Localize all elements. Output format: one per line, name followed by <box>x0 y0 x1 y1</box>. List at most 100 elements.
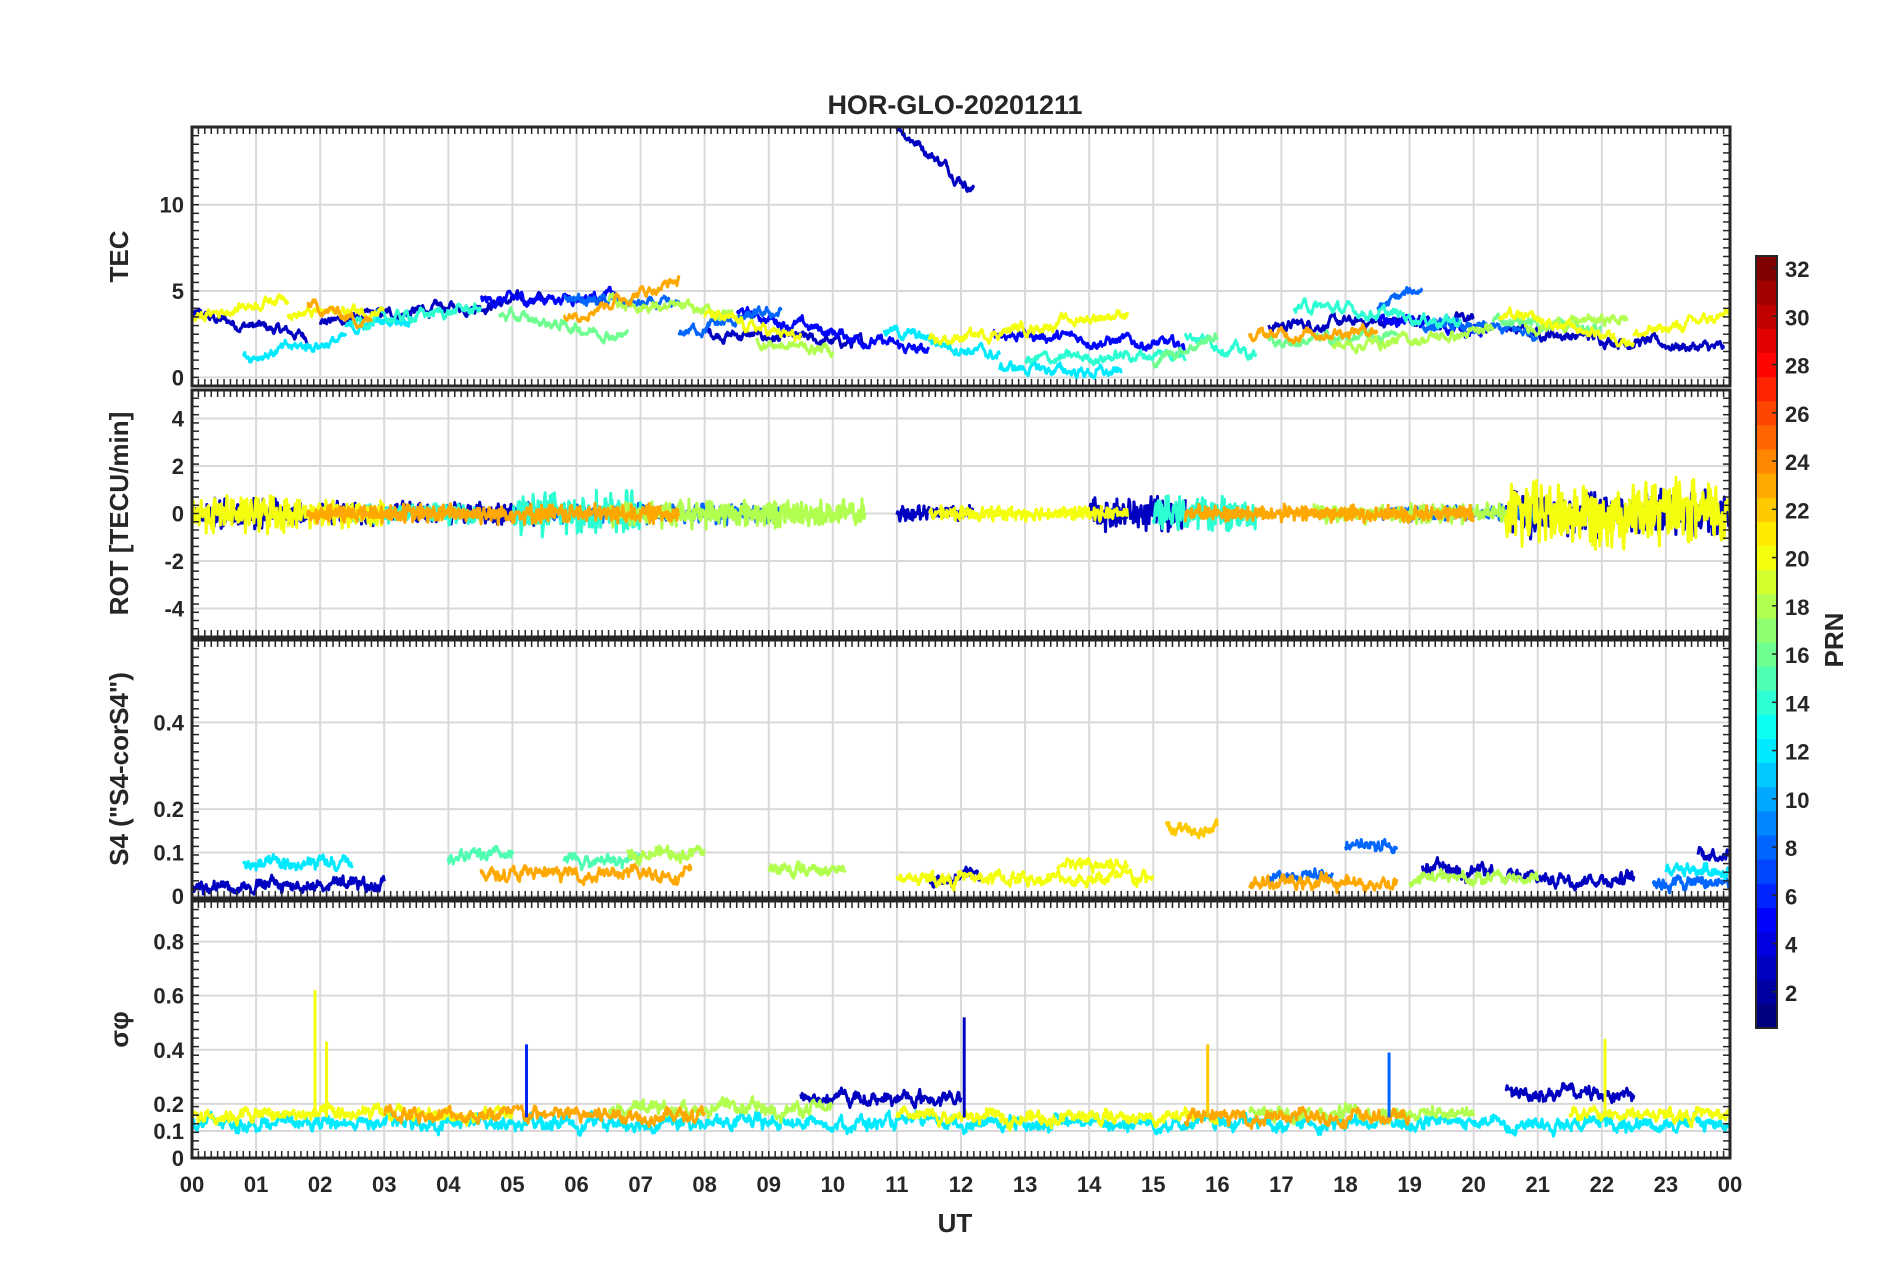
x-tick-label: 17 <box>1269 1172 1293 1197</box>
series-line-prn-20 <box>1632 308 1730 338</box>
x-tick-label: 10 <box>821 1172 845 1197</box>
series-line-prn-20 <box>192 494 290 536</box>
colorbar-tick-label: 10 <box>1785 788 1809 813</box>
series-line-prn-18 <box>767 860 847 880</box>
colorbar-tick-label: 4 <box>1785 933 1798 958</box>
y-tick-label: 0 <box>172 365 184 390</box>
colorbar-swatch <box>1756 786 1777 812</box>
series-line-prn-20 <box>1497 306 1636 348</box>
x-tick-label: 12 <box>949 1172 973 1197</box>
y-tick-label: 0.2 <box>153 797 184 822</box>
x-tick-label: 11 <box>885 1172 908 1197</box>
x-tick-label: 05 <box>500 1172 524 1197</box>
x-tick-label: 06 <box>564 1172 588 1197</box>
y-tick-label: 0 <box>172 502 184 527</box>
series-line-prn-3 <box>318 289 546 326</box>
colorbar-swatch <box>1756 497 1777 522</box>
series-line-prn-3 <box>1420 856 1495 885</box>
colorbar-swatch <box>1756 521 1777 546</box>
y-tick-label: -4 <box>164 597 184 622</box>
x-tick-label: 15 <box>1141 1172 1165 1197</box>
x-tick-label: 08 <box>692 1172 716 1197</box>
colorbar-swatch <box>1756 545 1777 571</box>
x-tick-label: 13 <box>1013 1172 1037 1197</box>
x-tick-label: 16 <box>1205 1172 1229 1197</box>
series-line-prn-23 <box>1183 1105 1411 1130</box>
x-tick-label: 14 <box>1077 1172 1102 1197</box>
y-tick-label: 0 <box>172 1146 184 1171</box>
x-tick-label: 20 <box>1461 1172 1485 1197</box>
series-line-prn-12 <box>241 331 348 364</box>
series-line-prn-3 <box>895 127 976 193</box>
series-line-prn-14 <box>1292 297 1462 330</box>
chart-title: HOR-GLO-20201211 <box>827 90 1082 120</box>
colorbar-tick-label: 30 <box>1785 305 1809 330</box>
series-line-prn-18 <box>1408 867 1540 888</box>
colorbar-tick-label: 2 <box>1785 981 1797 1006</box>
x-tick-label: 22 <box>1590 1172 1614 1197</box>
colorbar-tick-label: 6 <box>1785 884 1797 909</box>
series-line-prn-23 <box>562 274 681 323</box>
colorbar-tick-label: 14 <box>1785 691 1810 716</box>
series-line-prn-12 <box>344 315 418 335</box>
colorbar-swatch <box>1756 593 1777 619</box>
series-line-prn-20 <box>927 309 1130 346</box>
series-line-prn-20 <box>895 1105 1219 1132</box>
x-tick-label: 21 <box>1526 1172 1550 1197</box>
series-line-prn-12 <box>882 324 1001 361</box>
x-tick-label: 02 <box>308 1172 332 1197</box>
series-line-prn-20 <box>703 308 803 342</box>
y-tick-label: 0.4 <box>153 710 184 735</box>
colorbar-tick-label: 20 <box>1785 547 1809 572</box>
colorbar-frame <box>1755 255 1778 1029</box>
series-line-prn-23 <box>383 1103 707 1129</box>
colorbar-tick-label: 12 <box>1785 740 1809 765</box>
panel-s4: 0 0.1 0.2 0.4 S4 ("S4-corS4") <box>104 638 1732 909</box>
y-axis-label: TEC <box>104 230 134 282</box>
panel-tec: 0 5 10 TEC <box>104 125 1732 390</box>
colorbar-swatch <box>1756 666 1777 691</box>
colorbar-swatch <box>1756 690 1777 715</box>
series-group <box>192 475 1730 551</box>
series-line-prn-3 <box>1504 1082 1636 1105</box>
series-line-prn-23 <box>1247 323 1379 345</box>
series-line-prn-20 <box>192 293 290 323</box>
colorbar-swatch <box>1756 907 1777 932</box>
series-line-prn-16 <box>498 306 630 345</box>
series-line-prn-5 <box>735 306 931 355</box>
colorbar-swatch <box>1756 642 1777 667</box>
colorbar-swatch <box>1756 738 1777 764</box>
y-tick-label: 10 <box>160 193 184 218</box>
colorbar-swatch <box>1756 352 1777 378</box>
colorbar-swatch <box>1756 810 1777 836</box>
series-line-prn-8 <box>1651 874 1730 895</box>
colorbar-swatch <box>1756 931 1777 957</box>
colorbar-swatch <box>1756 473 1777 498</box>
x-tick-label: 09 <box>757 1172 781 1197</box>
series-line-prn-3 <box>799 1086 963 1110</box>
colorbar-tick-label: 28 <box>1785 354 1809 379</box>
x-tick-label: 18 <box>1333 1172 1357 1197</box>
y-tick-label: 5 <box>172 279 184 304</box>
series-line-prn-20 <box>1568 1104 1730 1129</box>
series-line-prn-3 <box>1696 845 1730 863</box>
x-tick-label: 04 <box>436 1172 461 1197</box>
y-tick-label: 0.4 <box>153 1038 184 1063</box>
series-group <box>192 990 1730 1138</box>
series-group <box>192 127 1730 380</box>
series-line-prn-12 <box>192 1109 1730 1138</box>
y-tick-label: -2 <box>164 549 184 574</box>
y-tick-label: 0.2 <box>153 1092 184 1117</box>
colorbar-swatch <box>1756 569 1777 595</box>
y-tick-label: 2 <box>172 454 184 479</box>
colorbar-swatch <box>1756 424 1777 450</box>
colorbar-swatch <box>1756 979 1777 1005</box>
x-tick-label: 00 <box>180 1172 204 1197</box>
x-tick-label: 23 <box>1654 1172 1678 1197</box>
y-tick-label: 0.8 <box>153 930 184 955</box>
colorbar-tick-label: 24 <box>1785 450 1810 475</box>
colorbar-tick-label: 16 <box>1785 643 1809 668</box>
